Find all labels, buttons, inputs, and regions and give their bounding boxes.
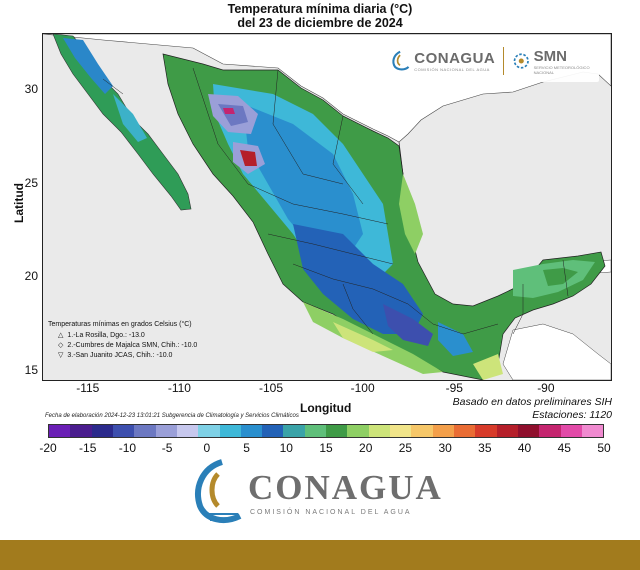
latitude-tick-label: 15	[24, 362, 38, 377]
longitude-tick-label: -100	[350, 381, 375, 395]
station-count: Estaciones: 1120	[532, 409, 612, 421]
colorbar-segment	[368, 425, 390, 437]
conagua-brand: CONAGUA COMISIÓN NACIONAL DEL AGUA	[188, 458, 458, 528]
colorbar-segment	[49, 425, 71, 437]
longitude-tick-label: -95	[445, 381, 463, 395]
colorbar-segment	[262, 425, 284, 437]
legend-entry: △ 1.-La Rosilla, Dgo.: -13.0	[48, 331, 233, 341]
latitude-axis-label: Latitud	[12, 183, 26, 223]
map-panel: CONAGUA COMISIÓN NACIONAL DEL AGUA SMN S…	[42, 33, 612, 381]
colorbar-segment	[581, 425, 604, 437]
colorbar-tick-label: 30	[438, 441, 452, 455]
colorbar-tick-label: -5	[161, 441, 173, 455]
smn-emblem-icon	[513, 53, 529, 69]
latitude-tick-label: 25	[24, 175, 38, 190]
colorbar-tick-label: 45	[557, 441, 571, 455]
legend-entry-text: 1.-La Rosilla, Dgo.: -13.0	[67, 332, 145, 339]
colorbar-segment	[432, 425, 454, 437]
colorbar-tick-label: 15	[319, 441, 333, 455]
colorbar-segment	[475, 425, 497, 437]
colorbar-tick-label: 25	[398, 441, 413, 455]
logo-divider	[503, 47, 505, 75]
legend-entry-text: 3.-San Juanito JCAS, Chih.: -10.0	[67, 352, 173, 359]
colorbar-segment	[453, 425, 476, 437]
longitude-tick-label: -115	[76, 381, 100, 395]
extremes-legend-title: Temperaturas mínimas en grados Celsius (…	[48, 321, 192, 328]
conagua-logo-icon	[195, 459, 242, 524]
colorbar-segment	[283, 425, 305, 437]
state-borders	[102, 67, 569, 335]
legend-entry: ▽ 3.-San Juanito JCAS, Chih.: -10.0	[48, 351, 233, 361]
colorbar-segment	[347, 425, 369, 437]
colorbar-tick-label: 5	[243, 441, 250, 455]
longitude-axis-label: Longitud	[300, 401, 352, 415]
conagua-logo-subtitle: COMISIÓN NACIONAL DEL AGUA	[414, 67, 490, 72]
longitude-tick-label: -90	[537, 381, 555, 395]
colorbar-tick-label: -15	[79, 441, 97, 455]
latitude-tick-label: 30	[24, 82, 38, 97]
brand-name: CONAGUA	[248, 468, 443, 507]
colorbar-tick-label: -10	[118, 441, 137, 455]
colorbar-segment	[134, 425, 156, 437]
legend-entry-text: 2.-Cumbres de Majalca SMN, Chih.: -10.0	[67, 342, 198, 349]
brand-subtitle: COMISIÓN NACIONAL DEL AGUA	[250, 509, 412, 516]
colorbar-tick-label: 10	[279, 441, 293, 455]
colorbar-segment	[326, 425, 348, 437]
colorbar-segment	[304, 425, 327, 437]
colorbar-strip	[48, 424, 604, 438]
colorbar-segment	[390, 425, 412, 437]
triangle-down-icon: ▽	[58, 352, 64, 359]
colorbar-segment	[539, 425, 561, 437]
colorbar-tick-label: 0	[203, 441, 211, 455]
logo-block: CONAGUA COMISIÓN NACIONAL DEL AGUA SMN S…	[384, 40, 599, 82]
longitude-tick-label: -105	[259, 381, 284, 395]
colorbar-segment	[560, 425, 582, 437]
colorbar-segment	[411, 425, 433, 437]
colorbar-segment	[496, 425, 518, 437]
colorbar-segment	[517, 425, 540, 437]
conagua-logo-text: CONAGUA	[414, 50, 496, 67]
smn-logo-subtitle: SERVICIO METEOROLÓGICO NACIONAL	[533, 64, 590, 75]
legend-entry: ◇ 2.-Cumbres de Majalca SMN, Chih.: -10.…	[48, 341, 233, 351]
colorbar-segment	[198, 425, 220, 437]
conagua-emblem-icon	[392, 50, 410, 71]
latitude-tick-label: 20	[24, 269, 38, 284]
colorbar-segment	[112, 425, 135, 437]
colorbar-segment	[91, 425, 113, 437]
temperature-colorbar: -20 -15 -10 -5 0 5 10 15 20 25 30 35 40 45 50	[39, 424, 611, 457]
central-america-land	[502, 323, 611, 380]
colorbar-tick-label: 40	[517, 441, 532, 455]
triangle-up-icon: △	[58, 332, 64, 339]
colorbar-segment	[176, 425, 199, 437]
colorbar-tick-label: 35	[478, 441, 492, 455]
smn-logo-text: SMN	[533, 47, 567, 65]
colorbar-segment	[219, 425, 241, 437]
colorbar-labels: -20 -15 -10 -5 0 5 10 15 20 25 30 35 40 45 50	[39, 441, 610, 457]
temperature-map	[43, 34, 611, 380]
colorbar-tick-label: 50	[597, 441, 611, 455]
footer-bar	[0, 540, 640, 570]
diamond-icon: ◇	[58, 342, 64, 349]
colorbar-tick-label: 20	[359, 441, 373, 455]
map-title: Temperatura mínima diaria (°C)	[227, 2, 413, 16]
map-date: del 23 de diciembre de 2024	[237, 16, 403, 30]
elaboration-note: Fecha de elaboración 2024-12-23 13:01:21…	[45, 413, 299, 419]
colorbar-segment	[155, 425, 177, 437]
data-basis-note: Basado en datos preliminares SIH	[452, 396, 612, 408]
extremes-legend: Temperaturas mínimas en grados Celsius (…	[48, 320, 233, 361]
colorbar-tick-label: -20	[39, 441, 57, 455]
colorbar-segment	[70, 425, 92, 437]
colorbar-segment	[240, 425, 263, 437]
longitude-tick-label: -110	[167, 381, 191, 395]
